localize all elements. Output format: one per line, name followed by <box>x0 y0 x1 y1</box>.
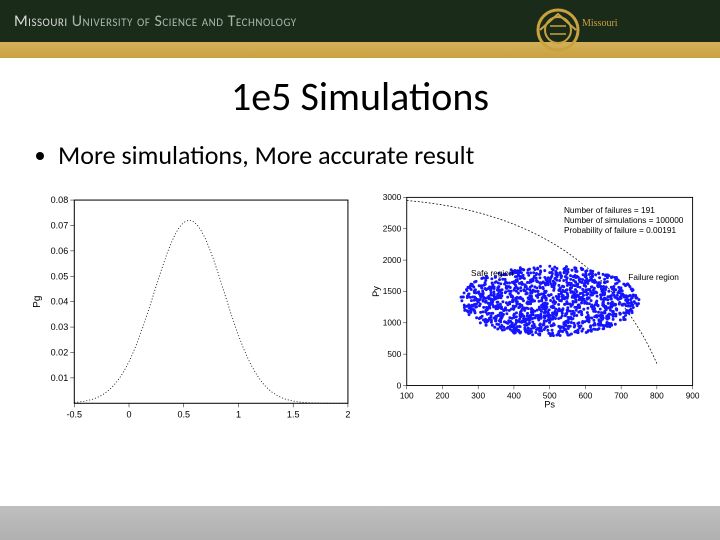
anno-line: Probability of failure = 0.00191 <box>564 225 676 235</box>
right-xtick-label: 600 <box>578 390 592 400</box>
slide-title: 1e5 Simulations <box>0 72 720 121</box>
left-chart-svg: -0.5 0 0.5 1 1.5 2 0.01 0.02 0.03 0.04 0.05 0.06 0.0… <box>26 190 358 431</box>
right-ytick-label: 1500 <box>383 286 402 296</box>
header-band: Missouri University of Science and Techn… <box>0 0 720 58</box>
left-xtick-label: 1.5 <box>287 409 300 419</box>
left-ytick-label: 0.05 <box>51 271 69 281</box>
left-xtick-label: 0.5 <box>177 409 190 419</box>
right-ytick-label: 3000 <box>383 192 402 202</box>
bullet-line: More simulations, More accurate result <box>36 139 720 171</box>
bullet-dot-icon <box>36 152 44 160</box>
university-rest: University of Science and Technology <box>68 12 297 31</box>
right-chart-svg: 1002003004005006007008009000500100015002… <box>368 190 700 411</box>
left-ytick-label: 0.03 <box>51 322 69 332</box>
left-xtick-label: 2 <box>345 409 350 419</box>
left-axes-box <box>74 200 348 403</box>
failure-region-label: Failure region <box>628 272 679 282</box>
right-chart: 1002003004005006007008009000500100015002… <box>368 190 700 450</box>
left-xtick-label: 0 <box>126 409 131 419</box>
left-ytick-label: 0.02 <box>51 347 69 357</box>
right-ytick-label: 2000 <box>383 255 402 265</box>
right-ytick-label: 500 <box>387 349 401 359</box>
right-xtick-label: 800 <box>650 390 664 400</box>
bullet-text: More simulations, More accurate result <box>58 139 474 171</box>
university-logo-icon: Missouri <box>530 6 640 54</box>
left-ytick-label: 0.08 <box>51 195 69 205</box>
anno-line: Number of failures = 191 <box>564 205 655 215</box>
header-dark-strip: Missouri University of Science and Techn… <box>0 0 720 42</box>
anno-line: Number of simulations = 100000 <box>564 215 684 225</box>
right-xtick-label: 200 <box>436 390 450 400</box>
left-ylabel: Pg <box>32 296 43 308</box>
right-xlabel: Ps <box>544 400 555 410</box>
right-ylabel: Py <box>371 286 381 297</box>
university-prefix: Missouri <box>14 12 68 31</box>
safe-region-label: Safe region <box>471 268 514 278</box>
left-ytick-label: 0.06 <box>51 246 69 256</box>
right-ytick-label: 0 <box>397 380 402 390</box>
footer-band <box>0 506 720 540</box>
left-xtick-label: 1 <box>236 409 241 419</box>
charts-row: -0.5 0 0.5 1 1.5 2 0.01 0.02 0.03 0.04 0.05 0.06 0.0… <box>26 190 700 450</box>
svg-text:Missouri: Missouri <box>582 18 618 29</box>
left-xtick-label: -0.5 <box>66 409 82 419</box>
right-ytick-label: 1000 <box>383 318 402 328</box>
right-xtick-label: 900 <box>686 390 700 400</box>
left-chart: -0.5 0 0.5 1 1.5 2 0.01 0.02 0.03 0.04 0.05 0.06 0.0… <box>26 190 358 450</box>
right-xtick-label: 300 <box>471 390 485 400</box>
left-ytick-label: 0.01 <box>51 373 69 383</box>
left-ytick-label: 0.04 <box>51 297 69 307</box>
right-xtick-label: 400 <box>507 390 521 400</box>
left-ytick-label: 0.07 <box>51 220 69 230</box>
right-xtick-label: 700 <box>614 390 628 400</box>
right-ytick-label: 2500 <box>383 224 402 234</box>
right-xtick-label: 100 <box>400 390 414 400</box>
university-name: Missouri University of Science and Techn… <box>14 12 297 31</box>
